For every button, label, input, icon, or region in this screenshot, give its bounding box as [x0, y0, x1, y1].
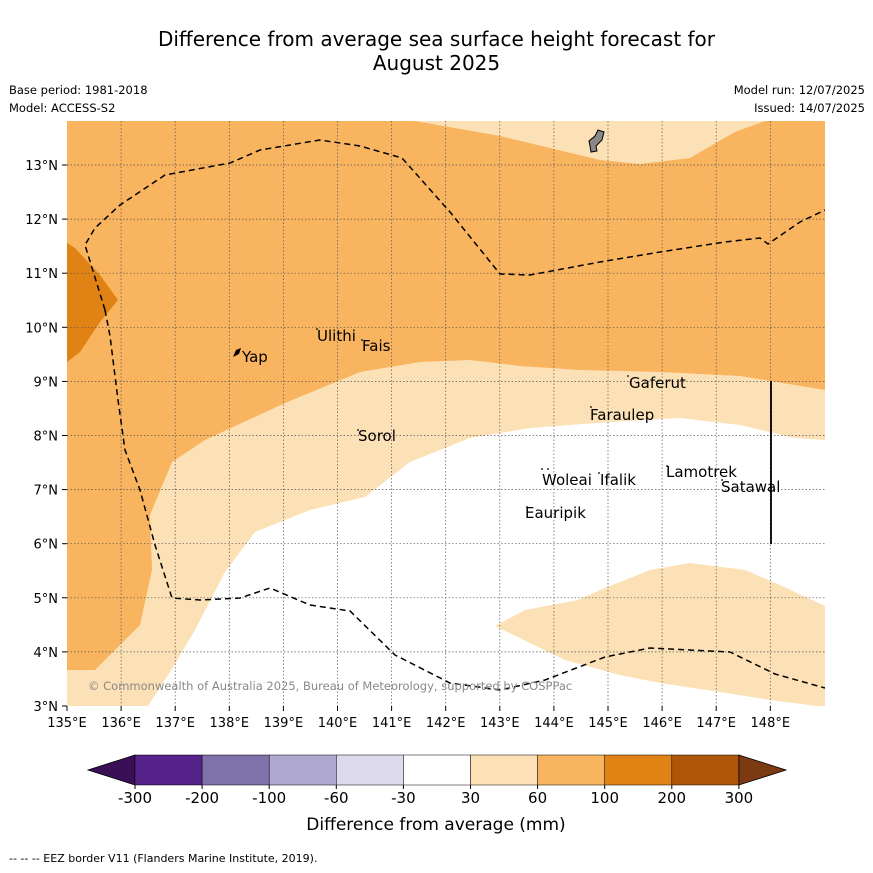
colorbar-segment: [268, 754, 337, 786]
map-plot-area: Yap Ulithi Fais Sorol Gaferut Faraulep W…: [67, 121, 825, 706]
colorbar-segment: [134, 754, 203, 786]
title-line-1: Difference from average sea surface heig…: [157, 27, 716, 51]
footer-note: -- -- -- EEZ border V11 (Flanders Marine…: [9, 852, 318, 865]
eez-border-north: [84, 139, 825, 311]
x-tick-label: 148°E: [751, 716, 791, 731]
title-line-2: August 2025: [372, 51, 501, 75]
meta-right: Model run: 12/07/2025 Issued: 14/07/2025: [734, 81, 865, 117]
x-tick-label: 136°E: [101, 716, 141, 731]
label-fais: Fais: [362, 337, 391, 355]
y-tick-label: 7°N: [34, 484, 59, 499]
graticule: [67, 121, 825, 706]
y-tick-label: 3°N: [34, 700, 59, 715]
yap-island: [233, 348, 241, 357]
y-tick-label: 11°N: [25, 267, 58, 282]
atoll-markers: [316, 328, 723, 508]
y-tick-label: 12°N: [25, 213, 58, 228]
colorbar-segment: [671, 754, 740, 786]
model-run: Model run: 12/07/2025: [733, 83, 865, 97]
x-tick-label: 138°E: [210, 716, 250, 731]
y-tick-label: 8°N: [34, 430, 59, 445]
label-yap: Yap: [241, 348, 268, 366]
copyright-notice: © Commonwealth of Australia 2025, Bureau…: [88, 679, 572, 693]
colorbar-extend-low: [86, 754, 136, 786]
guam-island: [588, 129, 605, 153]
y-tick-label: 13°N: [25, 159, 58, 174]
x-tick-label: 146°E: [642, 716, 682, 731]
colorbar-label: Difference from average (mm): [306, 815, 565, 835]
x-tick-label: 139°E: [264, 716, 304, 731]
y-tick-label: 9°N: [34, 375, 59, 390]
x-tick-label: 135°E: [47, 716, 87, 731]
x-tick-label: 144°E: [534, 716, 574, 731]
issued-date: Issued: 14/07/2025: [754, 101, 865, 115]
colorbar-segment: [201, 754, 270, 786]
colorbar-extend-high: [738, 754, 788, 786]
colorbar-tick-label: -30: [391, 789, 416, 807]
colorbar-tick-label: -200: [185, 789, 219, 807]
base-period: Base period: 1981-2018: [9, 83, 148, 97]
colorbar-tick-label: 200: [657, 789, 686, 807]
colorbar: -300 -200 -100 -60 -30 30 60 100 200 300: [86, 754, 788, 807]
x-tick-label: 140°E: [318, 716, 358, 731]
x-tick-label: 143°E: [480, 716, 520, 731]
y-tick-label: 6°N: [34, 538, 59, 553]
label-ulithi: Ulithi: [317, 327, 356, 345]
label-ifalik: Ifalik: [600, 471, 636, 489]
x-tick-label: 142°E: [426, 716, 466, 731]
colorbar-tick-label: 60: [528, 789, 547, 807]
colorbar-tick-label: -300: [118, 789, 152, 807]
eez-border-south: [104, 309, 825, 691]
label-sorol: Sorol: [358, 427, 396, 445]
place-labels: Yap Ulithi Fais Sorol Gaferut Faraulep W…: [241, 327, 780, 522]
colorbar-tick-label: 300: [725, 789, 754, 807]
label-satawal: Satawal: [721, 478, 780, 496]
y-tick-label: 4°N: [34, 646, 59, 661]
label-lamotrek: Lamotrek: [666, 463, 737, 481]
label-woleai: Woleai: [542, 471, 592, 489]
colorbar-segment: [604, 754, 673, 786]
colorbar-tick-label: 100: [590, 789, 619, 807]
colorbar-tick-label: -100: [252, 789, 286, 807]
contour-neutral: [148, 418, 825, 706]
x-tick-label: 137°E: [155, 716, 195, 731]
colorbar-tick-label: -60: [324, 789, 349, 807]
map-axes: 135°E 136°E 137°E 138°E 139°E 140°E 141°E 142°E…: [25, 159, 790, 731]
x-tick-label: 141°E: [372, 716, 412, 731]
label-faraulep: Faraulep: [590, 406, 654, 424]
colorbar-segment: [336, 754, 404, 786]
x-tick-label: 145°E: [588, 716, 628, 731]
model-name: Model: ACCESS-S2: [9, 101, 116, 115]
x-tick-label: 147°E: [696, 716, 736, 731]
y-tick-label: 5°N: [34, 592, 59, 607]
chart-title: Difference from average sea surface heig…: [0, 27, 873, 75]
y-tick-label: 10°N: [25, 321, 58, 336]
colorbar-segment: [470, 754, 538, 786]
contour-100-200: [67, 243, 118, 362]
label-eauripik: Eauripik: [525, 504, 586, 522]
meta-left: Base period: 1981-2018 Model: ACCESS-S2: [9, 81, 148, 117]
colorbar-segment: [537, 754, 605, 786]
label-gaferut: Gaferut: [629, 374, 686, 392]
colorbar-segment: [403, 754, 471, 786]
colorbar-tick-label: 30: [461, 789, 480, 807]
